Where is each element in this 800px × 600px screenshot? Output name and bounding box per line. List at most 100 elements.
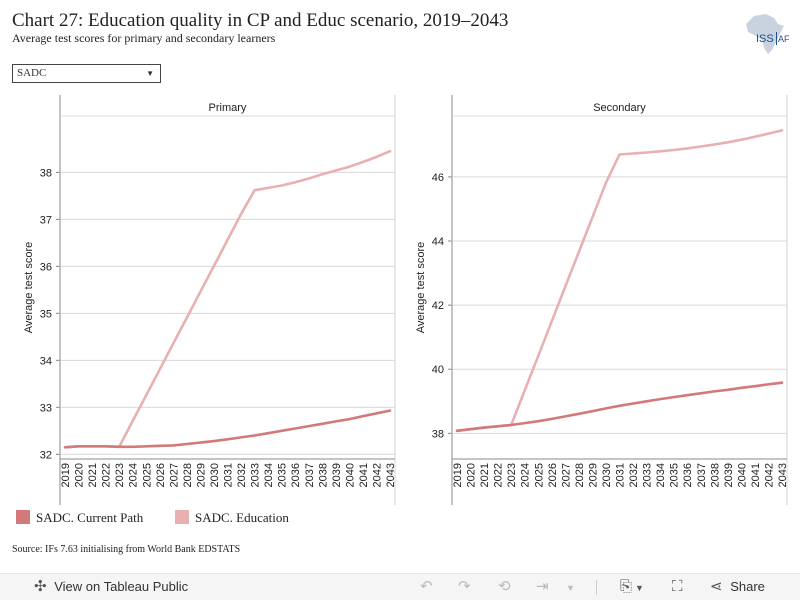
share-icon: ⋖ — [710, 578, 723, 595]
redo-button[interactable]: ↷ — [458, 578, 471, 596]
x-tick-label: 2024 — [128, 463, 140, 487]
legend-label-current-path: SADC. Current Path — [36, 510, 144, 525]
share-label: Share — [730, 579, 765, 594]
x-tick-label: 2028 — [182, 463, 194, 487]
legend-item-education[interactable]: SADC. Education — [175, 510, 289, 526]
x-tick-label: 2020 — [74, 463, 86, 487]
toolbar-divider — [596, 580, 597, 595]
revert-button[interactable]: ⟲ — [498, 578, 511, 596]
legend-item-current-path[interactable]: SADC. Current Path — [16, 510, 143, 526]
x-tick-label: 2040 — [736, 463, 748, 487]
refresh-button[interactable]: ⇥ — [536, 578, 549, 596]
y-tick-label: 46 — [432, 172, 444, 184]
y-tick-label: 36 — [40, 261, 52, 273]
x-tick-label: 2029 — [195, 463, 207, 487]
x-tick-label: 2019 — [452, 463, 464, 487]
x-tick-label: 2032 — [236, 463, 248, 487]
y-axis-label: Average test score — [415, 242, 427, 334]
x-tick-label: 2025 — [141, 463, 153, 487]
source-note: Source: IFs 7.63 initialising from World… — [12, 544, 241, 555]
x-tick-label: 2031 — [223, 463, 235, 487]
fullscreen-icon: ⛶ — [672, 578, 683, 595]
tableau-toolbar: ✣ View on Tableau Public ↶ ↷ ⟲ ⇥ ▼ ⎘ ▼ ⛶ … — [0, 573, 800, 600]
series-line-education — [455, 129, 784, 433]
x-tick-label: 2021 — [87, 463, 99, 487]
undo-button[interactable]: ↶ — [420, 578, 433, 596]
undo-icon: ↶ — [420, 578, 433, 595]
legend-label-education: SADC. Education — [195, 510, 289, 525]
x-tick-label: 2022 — [493, 463, 505, 487]
logo-text: ISS — [756, 33, 774, 45]
x-tick-label: 2031 — [615, 463, 627, 487]
x-tick-label: 2025 — [533, 463, 545, 487]
y-tick-label: 34 — [40, 355, 52, 367]
chart-subtitle: Average test scores for primary and seco… — [12, 31, 276, 45]
y-axis-label: Average test score — [23, 242, 35, 334]
x-tick-label: 2023 — [506, 463, 518, 487]
x-tick-label: 2038 — [317, 463, 329, 487]
redo-icon: ↷ — [458, 578, 471, 595]
x-tick-label: 2041 — [750, 463, 762, 487]
y-tick-label: 38 — [40, 167, 52, 179]
chart-title: Chart 27: Education quality in CP and Ed… — [12, 10, 509, 31]
x-tick-label: 2030 — [601, 463, 613, 487]
x-tick-label: 2042 — [763, 463, 775, 487]
pause-dropdown-button[interactable]: ▼ — [566, 578, 575, 596]
x-tick-label: 2021 — [479, 463, 491, 487]
download-button[interactable]: ⎘ ▼ — [620, 578, 644, 596]
x-tick-label: 2035 — [277, 463, 289, 487]
y-tick-label: 38 — [432, 428, 444, 440]
y-tick-label: 44 — [432, 236, 444, 248]
y-tick-label: 40 — [432, 364, 444, 376]
caret-down-icon: ▼ — [635, 583, 644, 593]
x-tick-label: 2033 — [642, 463, 654, 487]
x-tick-label: 2019 — [60, 463, 72, 487]
panel-title: Primary — [209, 102, 247, 114]
x-tick-label: 2028 — [574, 463, 586, 487]
x-tick-label: 2024 — [520, 463, 532, 487]
legend-swatch-current-path — [16, 510, 30, 524]
dropdown-arrow-icon: ▼ — [146, 69, 154, 78]
x-tick-label: 2040 — [344, 463, 356, 487]
y-tick-label: 32 — [40, 449, 52, 461]
x-tick-label: 2032 — [628, 463, 640, 487]
series-line-education — [63, 149, 392, 449]
share-button[interactable]: ⋖ Share — [710, 578, 765, 596]
region-filter-value: SADC — [17, 67, 47, 79]
x-tick-label: 2026 — [155, 463, 167, 487]
x-tick-label: 2020 — [466, 463, 478, 487]
x-tick-label: 2036 — [290, 463, 302, 487]
download-icon: ⎘ — [620, 578, 633, 595]
y-tick-label: 33 — [40, 402, 52, 414]
logo-suffix: AF — [778, 34, 790, 44]
x-tick-label: 2041 — [358, 463, 370, 487]
series-line-current-path — [455, 381, 784, 433]
x-tick-label: 2037 — [696, 463, 708, 487]
charts-area: Primary 32 33 34 35 36 37 38 Average test score 2… — [23, 95, 789, 505]
region-filter-dropdown[interactable]: SADC ▼ — [12, 64, 161, 83]
x-tick-label: 2039 — [723, 463, 735, 487]
refresh-icon: ⇥ — [536, 578, 549, 595]
view-on-tableau-button[interactable]: ✣ View on Tableau Public — [34, 578, 188, 596]
x-tick-label: 2038 — [709, 463, 721, 487]
fullscreen-button[interactable]: ⛶ — [672, 578, 683, 596]
africa-map-icon — [746, 14, 784, 54]
caret-down-icon: ▼ — [566, 583, 575, 593]
x-tick-label: 2026 — [547, 463, 559, 487]
legend-swatch-education — [175, 510, 189, 524]
x-tick-label: 2022 — [101, 463, 113, 487]
x-tick-label: 2037 — [304, 463, 316, 487]
x-tick-label: 2033 — [250, 463, 262, 487]
x-tick-label: 2023 — [114, 463, 126, 487]
x-tick-label: 2043 — [385, 463, 397, 487]
y-tick-label: 35 — [40, 308, 52, 320]
series-line-current-path — [63, 409, 392, 449]
y-tick-label: 37 — [40, 214, 52, 226]
x-tick-label: 2042 — [371, 463, 383, 487]
view-on-tableau-label: View on Tableau Public — [54, 579, 189, 594]
x-tick-label: 2036 — [682, 463, 694, 487]
x-tick-label: 2034 — [655, 463, 667, 487]
revert-icon: ⟲ — [498, 578, 511, 595]
iss-africa-logo: ISS AF — [746, 14, 790, 54]
x-tick-label: 2027 — [168, 463, 180, 487]
